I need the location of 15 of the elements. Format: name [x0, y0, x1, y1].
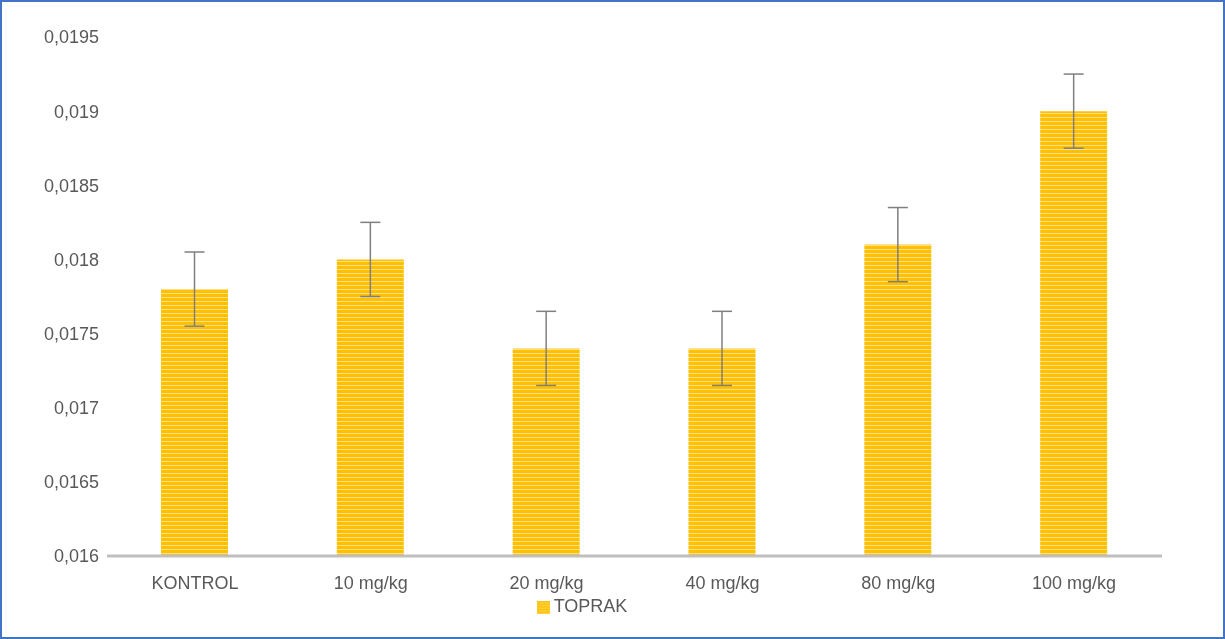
y-tick-label: 0,0195 — [43, 27, 99, 48]
x-tick-label: 80 mg/kg — [861, 572, 936, 593]
y-tick-label: 0,0185 — [43, 175, 99, 196]
x-tick-label: 10 mg/kg — [333, 572, 408, 593]
y-tick-label: 0,0175 — [43, 323, 99, 344]
x-tick-label: 100 mg/kg — [1032, 572, 1117, 593]
y-tick-label: 0,019 — [53, 101, 99, 122]
x-tick-label: KONTROL — [151, 572, 239, 593]
y-tick-label: 0,017 — [53, 398, 99, 419]
legend-label: TOPRAK — [553, 596, 628, 616]
y-tick-label: 0,0165 — [43, 472, 99, 493]
y-tick-label: 0,016 — [53, 546, 99, 567]
x-tick-label: 20 mg/kg — [509, 572, 584, 593]
y-tick-label: 0,018 — [53, 249, 99, 270]
x-tick-label: 40 mg/kg — [685, 572, 760, 593]
